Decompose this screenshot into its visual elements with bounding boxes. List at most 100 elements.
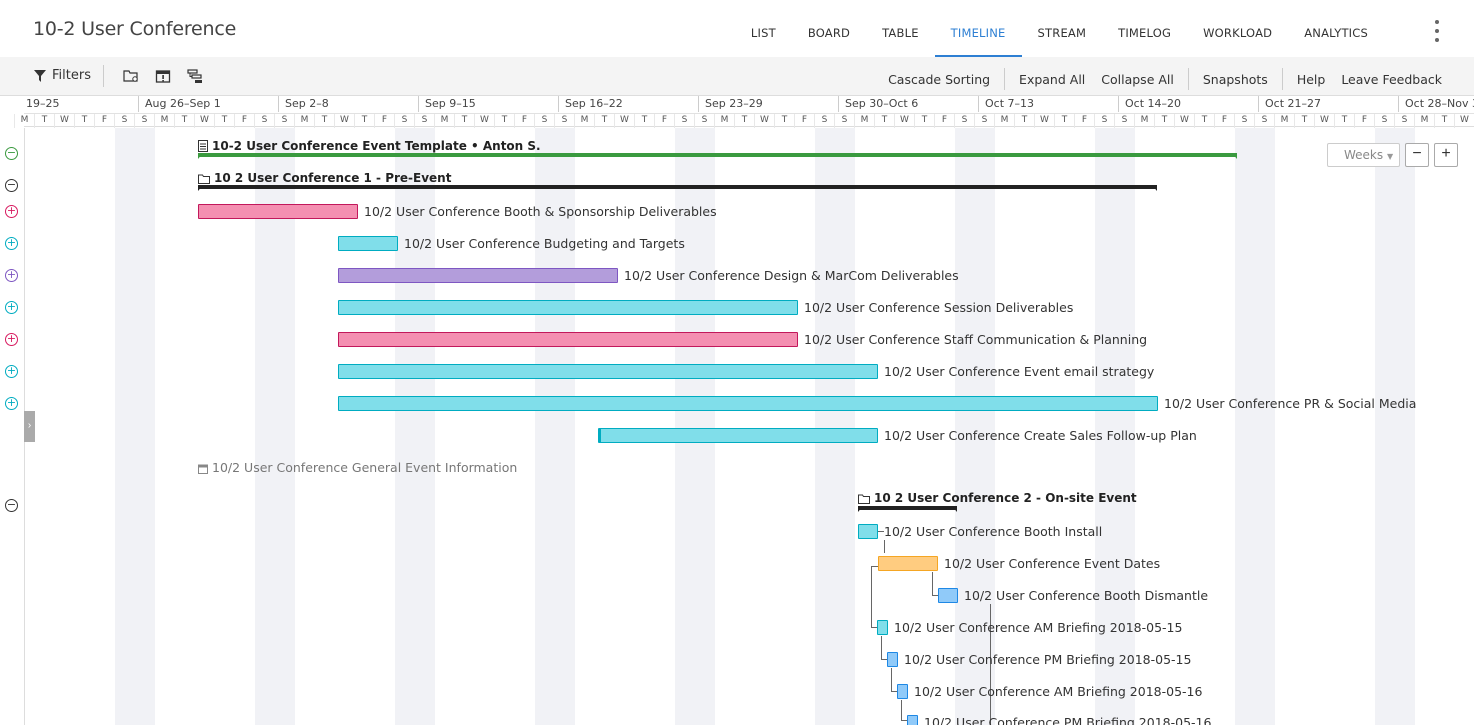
filters-label: Filters [52,68,91,83]
tab-list[interactable]: LIST [750,26,776,40]
day-label: M [14,114,34,128]
filters-button[interactable]: Filters [34,68,91,83]
folder-row-label[interactable]: 10 2 User Conference 1 - Pre-Event [198,171,451,185]
tab-analytics[interactable]: ANALYTICS [1304,26,1368,40]
task-label[interactable]: 10/2 User Conference Event Dates [944,556,1161,571]
project-summary-bar[interactable] [198,153,1237,159]
week-label: Oct 7–13 [978,96,1118,112]
dependency-line [990,604,991,725]
expand-task-icon[interactable]: + [5,268,18,282]
tab-table[interactable]: TABLE [882,26,919,40]
zoom-out-button[interactable]: − [1405,143,1429,167]
task-label[interactable]: 10/2 User Conference Staff Communication… [804,332,1148,347]
toolbar-actions: Cascade Sorting Expand All Collapse All … [880,68,1450,90]
weekend-shading [535,128,575,725]
expand-task-icon[interactable]: + [5,236,18,250]
tab-board[interactable]: BOARD [807,26,851,40]
tab-timeline[interactable]: TIMELINE [934,0,1022,57]
day-label: T [214,114,234,128]
task-label[interactable]: 10/2 User Conference Session Deliverable… [804,300,1074,315]
day-label: S [254,114,274,128]
expand-task-icon[interactable]: + [5,364,18,378]
collapse-all-button[interactable]: Collapse All [1101,71,1174,87]
snapshots-button[interactable]: Snapshots [1202,71,1268,87]
day-label: T [774,114,794,128]
task-bar[interactable] [338,300,798,315]
hierarchy-icon[interactable] [187,68,203,84]
tab-timelog[interactable]: TIMELOG [1118,26,1172,40]
tab-workload[interactable]: WORKLOAD [1203,26,1273,40]
task-bar[interactable] [338,236,398,251]
task-bar[interactable] [938,588,958,603]
folder-summary-bar[interactable] [858,506,957,512]
day-label: F [1354,114,1374,128]
task-bar[interactable] [897,684,908,699]
expand-task-icon[interactable]: + [5,204,18,218]
weekend-shading [1095,128,1135,725]
weekend-shading [115,128,155,725]
task-bar[interactable] [858,524,878,539]
folder-summary-bar[interactable] [198,185,1157,191]
task-label[interactable]: 10/2 User Conference Budgeting and Targe… [404,236,685,251]
task-bar[interactable] [877,620,888,635]
task-bar[interactable] [338,364,878,379]
task-bar[interactable] [907,715,918,725]
task-label[interactable]: 10/2 User Conference PR & Social Media [1164,396,1417,411]
zoom-scale-select[interactable]: Weeks ▼ [1327,143,1400,167]
day-label: F [234,114,254,128]
day-label: S [534,114,554,128]
tab-stream[interactable]: STREAM [1037,26,1087,40]
day-label: W [894,114,914,128]
task-bar[interactable] [598,428,878,443]
expand-all-button[interactable]: Expand All [1019,71,1086,87]
task-label[interactable]: 10/2 User Conference AM Briefing 2018-05… [894,620,1183,635]
task-label[interactable]: 10/2 User Conference AM Briefing 2018-05… [914,684,1203,699]
task-bar[interactable] [338,332,798,347]
expand-task-icon[interactable]: + [5,332,18,346]
day-label: M [154,114,174,128]
day-label: S [554,114,574,128]
day-label: F [1074,114,1094,128]
leave-feedback-button[interactable]: Leave Feedback [1341,71,1442,87]
collapse-folder-icon[interactable]: − [5,498,18,512]
cascade-sorting-button[interactable]: Cascade Sorting [888,71,991,87]
task-label[interactable]: 10/2 User Conference Create Sales Follow… [884,428,1197,443]
task-label[interactable]: 10/2 User Conference PM Briefing 2018-05… [924,715,1212,725]
expand-task-icon[interactable]: + [5,300,18,314]
unscheduled-task-label[interactable]: 10/2 User Conference General Event Infor… [198,460,517,475]
panel-toggle-chevron-icon[interactable]: › [24,411,35,442]
kebab-icon[interactable] [1434,20,1440,42]
day-label: M [714,114,734,128]
task-bar[interactable] [198,204,358,219]
toolbar-divider [1281,68,1283,90]
day-label: F [794,114,814,128]
task-label[interactable]: 10/2 User Conference Booth & Sponsorship… [364,204,717,219]
help-button[interactable]: Help [1296,71,1326,87]
day-label: S [274,114,294,128]
folder-settings-icon[interactable] [123,68,139,84]
expand-task-icon[interactable]: + [5,396,18,410]
collapse-folder-icon[interactable]: − [5,178,18,192]
project-row-label[interactable]: 10-2 User Conference Event Template • An… [198,139,541,153]
task-bar[interactable] [338,268,618,283]
task-label[interactable]: 10/2 User Conference PM Briefing 2018-05… [904,652,1192,667]
zoom-in-button[interactable]: + [1434,143,1458,167]
dropdown-arrow-icon: ▼ [1386,152,1394,161]
task-bar[interactable] [878,556,938,571]
task-label[interactable]: 10/2 User Conference Booth Dismantle [964,588,1209,603]
folder-row-label[interactable]: 10 2 User Conference 2 - On-site Event [858,491,1137,505]
task-bar[interactable] [887,652,898,667]
folder-title-text: 10 2 User Conference 1 - Pre-Event [214,171,452,185]
project-title: 10-2 User Conference [33,18,237,40]
collapse-project-icon[interactable]: − [5,146,18,160]
task-label[interactable]: 10/2 User Conference Design & MarCom Del… [624,268,959,283]
task-label[interactable]: 10/2 User Conference Booth Install [884,524,1103,539]
day-label: W [1174,114,1194,128]
weekend-shading [955,128,995,725]
day-label: S [814,114,834,128]
day-label: S [414,114,434,128]
task-bar[interactable] [338,396,1158,411]
task-label[interactable]: 10/2 User Conference Event email strateg… [884,364,1155,379]
toolbar-divider [1004,68,1006,90]
calendar-alert-icon[interactable] [155,68,171,84]
